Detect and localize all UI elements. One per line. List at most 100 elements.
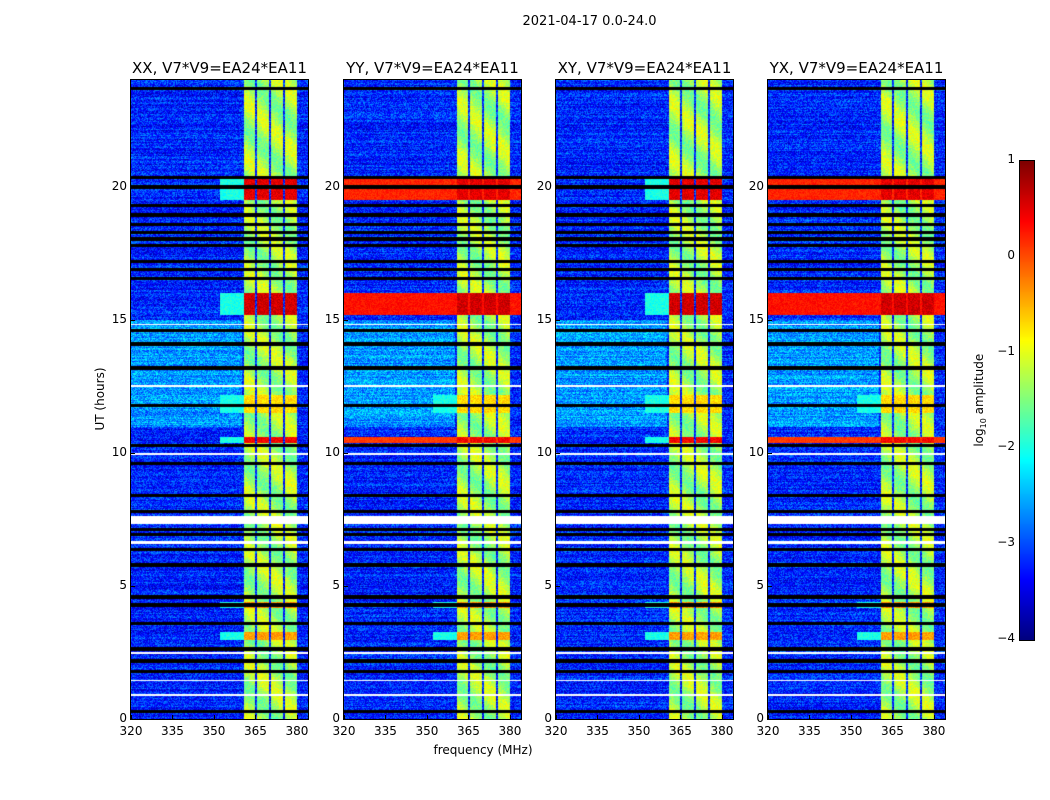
y-tick-mark bbox=[131, 719, 135, 720]
y-tick-mark bbox=[768, 719, 772, 720]
colorbar-tick-label: 1 bbox=[1007, 152, 1015, 166]
x-tick-mark bbox=[131, 715, 132, 719]
y-tick-label: 5 bbox=[332, 577, 340, 592]
y-tick-mark bbox=[768, 452, 772, 454]
y-tick-label: 20 bbox=[536, 178, 552, 193]
y-tick-label: 15 bbox=[324, 311, 340, 326]
y-tick-label: 10 bbox=[536, 444, 552, 459]
y-tick-mark bbox=[768, 585, 772, 587]
y-tick-label: 5 bbox=[119, 577, 127, 592]
x-tick-mark bbox=[768, 715, 769, 719]
colorbar-label-rest: amplitude bbox=[971, 353, 986, 419]
y-tick-mark bbox=[556, 186, 560, 188]
x-tick-mark bbox=[213, 715, 215, 719]
heatmap-image bbox=[131, 80, 308, 719]
y-tick-label: 15 bbox=[748, 311, 764, 326]
x-tick-mark bbox=[638, 715, 640, 719]
y-tick-mark bbox=[556, 452, 560, 454]
x-tick-label: 320 bbox=[544, 724, 568, 738]
y-tick-label: 0 bbox=[332, 711, 340, 725]
panel-title: XY, V7*V9=EA24*EA11 bbox=[557, 59, 732, 77]
x-tick-mark bbox=[426, 715, 428, 719]
x-tick-label: 320 bbox=[332, 724, 356, 738]
y-tick-label: 15 bbox=[536, 311, 552, 326]
y-tick-mark bbox=[344, 186, 348, 188]
x-tick-label: 380 bbox=[710, 724, 734, 738]
y-tick-label: 20 bbox=[111, 178, 127, 193]
x-tick-label: 365 bbox=[457, 724, 480, 738]
x-tick-label: 335 bbox=[586, 724, 609, 738]
x-tick-label: 320 bbox=[119, 724, 143, 738]
x-tick-mark bbox=[344, 715, 345, 719]
x-tick-label: 350 bbox=[627, 724, 651, 738]
x-tick-mark bbox=[933, 715, 935, 719]
y-tick-label: 20 bbox=[324, 178, 340, 193]
y-tick-mark bbox=[344, 319, 348, 321]
y-tick-mark bbox=[556, 585, 560, 587]
x-tick-label: 380 bbox=[922, 724, 946, 738]
y-tick-mark bbox=[131, 452, 135, 454]
y-tick-mark bbox=[344, 719, 348, 720]
y-tick-mark bbox=[131, 585, 135, 587]
x-tick-mark bbox=[892, 715, 894, 719]
x-axis-label: frequency (MHz) bbox=[433, 743, 533, 757]
y-tick-label: 10 bbox=[324, 444, 340, 459]
x-tick-mark bbox=[385, 715, 387, 719]
x-tick-mark bbox=[255, 715, 257, 719]
y-tick-label: 5 bbox=[544, 577, 552, 592]
x-tick-label: 335 bbox=[374, 724, 397, 738]
y-tick-mark bbox=[131, 319, 135, 321]
x-tick-mark bbox=[296, 715, 298, 719]
colorbar-tick-label: −2 bbox=[997, 439, 1015, 454]
x-tick-label: 380 bbox=[498, 724, 522, 738]
y-tick-mark bbox=[556, 319, 560, 321]
heatmap-image bbox=[344, 80, 521, 719]
x-tick-label: 350 bbox=[839, 724, 863, 738]
y-tick-mark bbox=[768, 319, 772, 321]
x-tick-mark bbox=[509, 715, 511, 719]
colorbar-tick-label: −3 bbox=[997, 535, 1015, 550]
x-tick-label: 335 bbox=[161, 724, 184, 738]
x-tick-mark bbox=[850, 715, 852, 719]
panel-title: XX, V7*V9=EA24*EA11 bbox=[132, 59, 307, 77]
y-tick-mark bbox=[768, 186, 772, 188]
y-tick-mark bbox=[344, 452, 348, 454]
spectrogram-panel-yx bbox=[767, 79, 946, 720]
x-tick-label: 335 bbox=[798, 724, 821, 738]
y-tick-label: 0 bbox=[119, 711, 127, 725]
y-tick-label: 10 bbox=[748, 444, 764, 459]
x-tick-mark bbox=[468, 715, 470, 719]
y-tick-label: 10 bbox=[111, 444, 127, 459]
heatmap-image bbox=[768, 80, 945, 719]
y-axis-label: UT (hours) bbox=[93, 367, 107, 431]
colorbar-tick-label: −1 bbox=[997, 343, 1015, 358]
x-tick-label: 380 bbox=[285, 724, 309, 738]
y-tick-mark bbox=[556, 719, 560, 720]
panel-title: YY, V7*V9=EA24*EA11 bbox=[346, 59, 519, 77]
panel-title: YX, V7*V9=EA24*EA11 bbox=[769, 59, 944, 77]
spectrogram-panel-xx bbox=[130, 79, 309, 720]
x-tick-label: 365 bbox=[669, 724, 692, 738]
x-tick-mark bbox=[809, 715, 811, 719]
x-tick-label: 320 bbox=[756, 724, 780, 738]
spectrogram-panel-yy bbox=[343, 79, 522, 720]
x-tick-mark bbox=[172, 715, 174, 719]
y-tick-mark bbox=[131, 186, 135, 188]
x-tick-mark bbox=[597, 715, 599, 719]
figure-title: 2021-04-17 0.0-24.0 bbox=[522, 14, 657, 29]
y-tick-label: 20 bbox=[748, 178, 764, 193]
x-tick-mark bbox=[721, 715, 723, 719]
x-tick-label: 350 bbox=[202, 724, 226, 738]
colorbar bbox=[1019, 160, 1035, 641]
heatmap-image bbox=[556, 80, 733, 719]
y-tick-label: 5 bbox=[756, 577, 764, 592]
colorbar-tick-label: −4 bbox=[997, 631, 1015, 645]
y-tick-mark bbox=[344, 585, 348, 587]
x-tick-mark bbox=[556, 715, 557, 719]
y-tick-label: 15 bbox=[111, 311, 127, 326]
colorbar-tick-label: 0 bbox=[1007, 247, 1015, 262]
x-tick-label: 365 bbox=[881, 724, 904, 738]
colorbar-label-sub: 10 bbox=[979, 418, 989, 429]
spectrogram-panel-xy bbox=[555, 79, 734, 720]
